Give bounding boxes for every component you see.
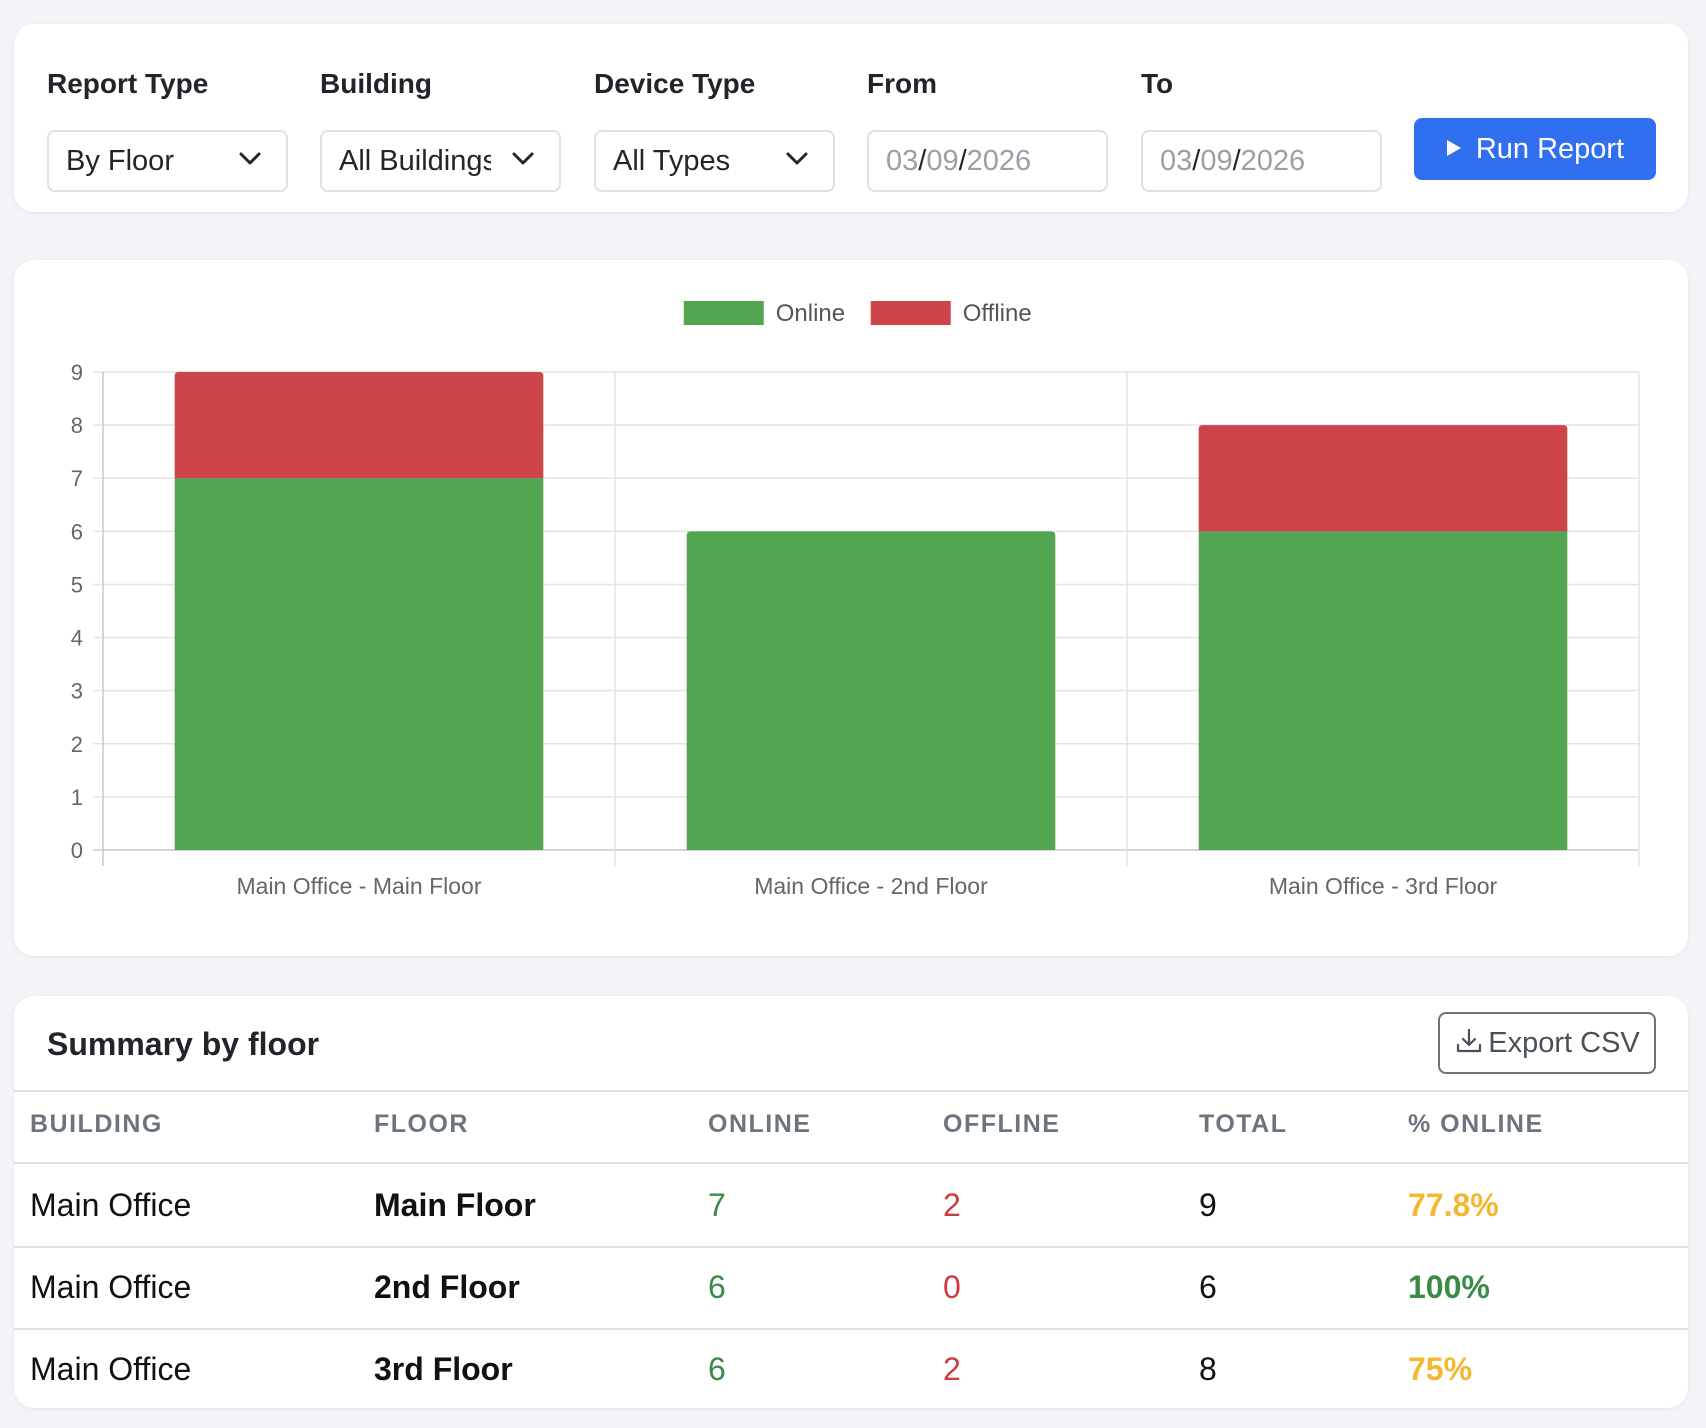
y-tick-label: 1 — [71, 785, 83, 810]
total-cell: 9 — [1199, 1187, 1217, 1223]
legend-swatch-offline — [870, 301, 951, 325]
from-year: 2026 — [966, 145, 1032, 177]
y-tick-label: 3 — [71, 679, 83, 704]
row-divider — [14, 1328, 1688, 1330]
to-date-input[interactable]: 03/09/2026 — [1141, 130, 1382, 192]
building-value: All Buildings — [339, 145, 491, 177]
table-divider — [14, 1090, 1688, 1092]
status-chart: 0 1 2 3 4 5 6 7 8 9 Main Office - Main Floor Main O… — [71, 300, 1640, 899]
online-cell: 7 — [708, 1187, 726, 1223]
from-date-input[interactable]: 03/09/2026 — [867, 130, 1108, 192]
pct-online-cell: 100% — [1408, 1269, 1490, 1305]
total-cell: 8 — [1199, 1351, 1217, 1387]
chevron-down-icon — [786, 152, 808, 165]
floor-cell: Main Floor — [374, 1187, 536, 1223]
online-cell: 6 — [708, 1269, 726, 1305]
building-field: Building All Buildings — [320, 64, 561, 192]
device-type-value: All Types — [613, 145, 731, 177]
building-select[interactable]: All Buildings — [320, 130, 561, 192]
report-type-value: By Floor — [66, 145, 174, 177]
device-type-select[interactable]: All Types — [594, 130, 835, 192]
summary-panel: Summary by floor Export CSV BUILDING FLO… — [14, 996, 1688, 1408]
to-label: To — [1141, 68, 1174, 99]
y-tick-label: 0 — [71, 838, 83, 863]
column-header-online: ONLINE — [708, 1110, 812, 1138]
download-icon — [1457, 1029, 1482, 1053]
chevron-down-icon — [239, 152, 261, 165]
summary-title: Summary by floor — [47, 1026, 320, 1062]
device-type-field: Device Type All Types — [594, 64, 835, 192]
building-cell: Main Office — [30, 1187, 192, 1223]
row-divider — [14, 1246, 1688, 1248]
chevron-down-icon — [512, 152, 534, 165]
column-header-pct-online: % ONLINE — [1408, 1110, 1544, 1138]
total-cell: 6 — [1199, 1269, 1217, 1305]
y-tick-label: 7 — [71, 466, 83, 491]
chart-panel: 0 1 2 3 4 5 6 7 8 9 Main Office - Main Floor Main O… — [14, 260, 1688, 956]
bar-online — [686, 531, 1056, 850]
y-tick-label: 8 — [71, 413, 83, 438]
play-icon — [1446, 140, 1461, 157]
report-type-label: Report Type — [47, 68, 209, 99]
bar-offline — [174, 372, 544, 479]
to-field: To 03/09/2026 — [1141, 64, 1382, 192]
building-cell: Main Office — [30, 1269, 192, 1305]
from-label: From — [867, 68, 937, 99]
x-tick-label: Main Office - 2nd Floor — [754, 873, 988, 899]
building-label: Building — [320, 68, 432, 99]
y-tick-label: 4 — [71, 626, 83, 651]
pct-online-cell: 77.8% — [1408, 1187, 1499, 1223]
from-month: 03 — [886, 145, 919, 177]
y-tick-label: 2 — [71, 732, 83, 757]
to-day: 09 — [1200, 145, 1233, 177]
legend-swatch-online — [683, 301, 764, 325]
report-type-field: Report Type By Floor — [47, 64, 288, 192]
table-row: Main Office 3rd Floor 6 2 8 75% — [14, 1328, 1688, 1408]
legend-label-offline: Offline — [963, 300, 1032, 327]
bar-offline — [1198, 425, 1568, 532]
to-year: 2026 — [1240, 145, 1306, 177]
pct-online-cell: 75% — [1408, 1351, 1473, 1387]
export-csv-button[interactable]: Export CSV — [1438, 1012, 1656, 1074]
to-month: 03 — [1160, 145, 1193, 177]
x-tick-label: Main Office - Main Floor — [237, 873, 482, 899]
run-report-label: Run Report — [1475, 133, 1625, 165]
offline-cell: 2 — [943, 1187, 961, 1223]
column-header-total: TOTAL — [1199, 1110, 1288, 1138]
offline-cell: 2 — [943, 1351, 961, 1387]
y-tick-label: 9 — [71, 360, 83, 385]
offline-cell: 0 — [943, 1269, 961, 1305]
table-divider — [14, 1162, 1688, 1164]
legend-label-online: Online — [776, 300, 845, 327]
filter-panel: Report Type By Floor Building All Buildi… — [14, 24, 1688, 212]
bar-online — [1198, 531, 1568, 850]
online-cell: 6 — [708, 1351, 726, 1387]
y-tick-label: 5 — [71, 572, 83, 597]
bar-online — [174, 478, 544, 850]
column-header-offline: OFFLINE — [943, 1110, 1061, 1138]
y-tick-label: 6 — [71, 519, 83, 544]
column-header-building: BUILDING — [30, 1110, 163, 1138]
report-type-select[interactable]: By Floor — [47, 130, 288, 192]
run-report-button[interactable]: Run Report — [1414, 118, 1656, 180]
column-header-floor: FLOOR — [374, 1110, 469, 1138]
export-csv-label: Export CSV — [1488, 1027, 1640, 1059]
table-row: Main Office Main Floor 7 2 9 77.8% — [14, 1164, 1688, 1246]
from-field: From 03/09/2026 — [867, 64, 1108, 192]
table-row: Main Office 2nd Floor 6 0 6 100% — [14, 1246, 1688, 1328]
x-tick-label: Main Office - 3rd Floor — [1269, 873, 1498, 899]
from-day: 09 — [926, 145, 959, 177]
device-type-label: Device Type — [594, 68, 756, 99]
floor-cell: 3rd Floor — [374, 1351, 513, 1387]
floor-cell: 2nd Floor — [374, 1269, 520, 1305]
building-cell: Main Office — [30, 1351, 192, 1387]
